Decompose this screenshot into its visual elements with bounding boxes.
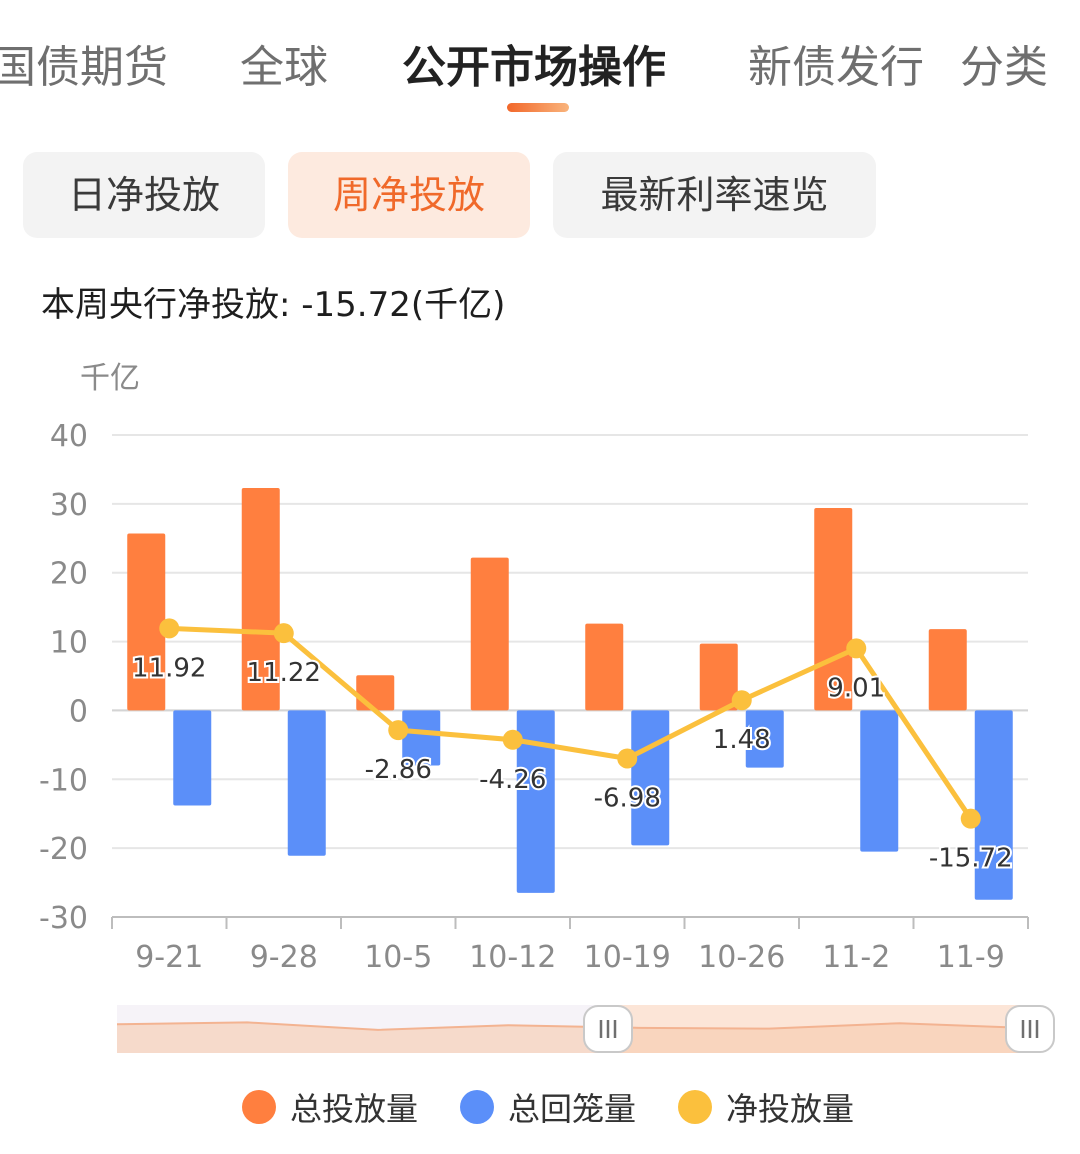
net-injection-point [159,618,180,639]
x-tick-label: 10-26 [698,940,785,975]
net-injection-data-label: -6.98 [594,783,661,813]
segment-latest-rates-overview[interactable]: 最新利率速览 [553,152,876,238]
x-tick-label: 11-9 [937,940,1005,975]
y-tick-label: -30 [39,901,88,936]
legend-item-total-injection[interactable]: 总投放量 [242,1084,418,1130]
x-tick-label: 10-12 [469,940,556,975]
y-tick-label: 40 [50,419,88,454]
bar-total-withdrawal [860,710,899,852]
legend-item-net-injection[interactable]: 净投放量 [678,1084,854,1130]
legend-label: 总投放量 [290,1090,419,1128]
net-injection-data-label: 1.48 [713,725,771,755]
x-tick-label: 10-19 [584,940,671,975]
x-tick-label: 9-28 [250,940,318,975]
legend-label: 净投放量 [726,1090,855,1128]
bar-total-injection [470,557,509,711]
net-injection-point [731,690,752,711]
bar-total-injection [356,675,395,711]
bar-total-withdrawal [745,710,784,768]
top-tab-bar: 国债期货 全球 公开市场操作 新债发行 分类 [0,0,1080,125]
tab-category[interactable]: 分类 [960,42,1048,93]
net-line [159,618,981,829]
y-tick-label: -20 [39,832,88,867]
x-axis: 9-21 9-28 10-5 10-12 10-19 10-26 11-2 11-9 [111,916,1029,975]
y-tick-label: -10 [39,763,88,798]
net-injection-data-label: 11.92 [132,653,206,683]
net-injection-point [502,729,523,750]
y-tick-label: 20 [50,557,88,592]
bar-total-withdrawal [974,710,1013,900]
segment-daily-net-injection[interactable]: 日净投放 [23,152,265,238]
tab-bond-futures[interactable]: 国债期货 [0,42,168,93]
x-tick-label: 9-21 [135,940,203,975]
bar-total-withdrawal [173,710,212,806]
legend-label: 总回笼量 [508,1090,637,1128]
net-injection-point [846,638,867,659]
net-injection-point [617,748,638,769]
operations-chart: 千亿 40 30 20 10 0 -10 -20 -30 11.92 11.22 -2.86 -4.… [39,361,1055,1053]
bar-total-withdrawal [402,710,441,766]
y-tick-label: 0 [69,694,88,729]
net-injection-point [273,623,294,644]
bar-total-injection [814,507,853,711]
chart-legend: 总投放量 总回笼量 净投放量 [242,1082,896,1132]
net-injection-line [169,625,973,821]
bar-total-injection [699,643,738,711]
active-tab-indicator [507,103,569,112]
x-tick-label: 11-2 [822,940,890,975]
net-injection-point [960,808,981,829]
y-tick-label: 10 [50,626,88,661]
bar-total-withdrawal [287,710,326,856]
net-injection-data-label: -2.86 [365,755,432,785]
weekly-net-injection-summary: 本周央行净投放: -15.72(千亿) [41,285,506,325]
bar-total-injection [241,488,280,711]
net-injection-data-label: -15.72 [929,844,1013,874]
net-injection-data-label: 11.22 [247,658,321,688]
bar-total-withdrawal [516,710,555,893]
slider-preview-area [117,1022,1030,1053]
net-injection-data-label: -4.26 [479,765,546,795]
zoom-slider[interactable] [116,1005,1055,1053]
net-injection-point [388,720,409,741]
net-injection-data-label: 9.01 [827,673,885,703]
tab-open-market-operations[interactable]: 公开市场操作 [402,42,666,93]
tab-global[interactable]: 全球 [240,42,328,93]
segment-weekly-net-injection[interactable]: 周净投放 [288,152,530,238]
bar-total-withdrawal [631,710,670,846]
legend-dot-blue [460,1090,495,1124]
x-tick-label: 10-5 [364,940,432,975]
legend-dot-orange [242,1090,276,1124]
bar-total-injection [928,629,967,711]
legend-dot-yellow [678,1090,713,1124]
slider-preview-line [116,1021,1031,1031]
y-axis-unit-label: 千亿 [80,361,140,396]
tab-new-bond-issuance[interactable]: 新债发行 [748,42,924,93]
data-labels: 11.92 11.22 -2.86 -4.26 -6.98 1.48 9.01 -15.72 [130,651,1015,875]
bars [127,488,1013,900]
bar-total-injection [585,623,624,711]
bar-total-injection [127,533,166,711]
legend-item-total-withdrawal[interactable]: 总回笼量 [460,1084,636,1130]
y-tick-label: 30 [50,488,88,523]
